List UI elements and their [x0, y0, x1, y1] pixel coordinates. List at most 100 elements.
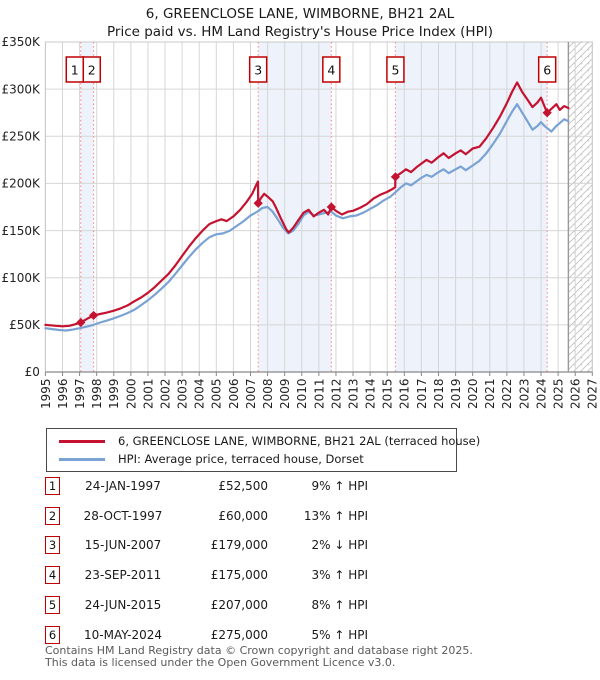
property-price-line: [44, 81, 570, 328]
sale-number-badge: 6: [45, 625, 60, 644]
sale-hpi-delta: 3% ↑ HPI: [311, 568, 368, 583]
svg-text:2012: 2012: [329, 379, 343, 410]
svg-text:2007: 2007: [244, 379, 258, 410]
svg-text:£100K: £100K: [1, 271, 41, 285]
sale-price: £175,000: [210, 568, 268, 583]
svg-text:3: 3: [254, 63, 262, 78]
svg-text:2: 2: [88, 63, 96, 78]
future-hatch-region: [568, 42, 593, 372]
svg-text:2027: 2027: [586, 379, 600, 410]
svg-text:1997: 1997: [73, 379, 87, 410]
svg-text:2013: 2013: [346, 379, 360, 410]
page-title: 6, GREENCLOSE LANE, WIMBORNE, BH21 2AL: [145, 6, 455, 22]
svg-text:1995: 1995: [39, 379, 53, 410]
sale-price: £207,000: [210, 598, 268, 613]
sale-price: £275,000: [210, 627, 268, 642]
svg-text:2024: 2024: [534, 379, 548, 410]
sale-date: 10-MAY-2024: [83, 627, 162, 642]
svg-text:2004: 2004: [193, 379, 207, 410]
sale-number-badge: 3: [45, 536, 60, 555]
sale-price: £179,000: [210, 538, 268, 553]
svg-text:2006: 2006: [227, 379, 241, 410]
sale-row: 6 10-MAY-2024 £275,000 5% ↑ HPI: [45, 620, 555, 650]
price-history-chart: 1 2 3 4 5 6 £0 £50K £100K £150K £200K £250K £300K £35…: [1, 35, 600, 410]
x-axis-labels: 1995 1996 1997 1998 1999 2000 2001 2002 2003 2004…: [39, 379, 600, 410]
svg-text:2016: 2016: [398, 379, 412, 410]
svg-text:2017: 2017: [415, 379, 429, 410]
svg-text:1998: 1998: [90, 379, 104, 410]
svg-text:2003: 2003: [176, 379, 190, 410]
sale-price: £60,000: [218, 508, 268, 523]
sale-date: 24-JAN-1997: [85, 478, 161, 493]
svg-text:£300K: £300K: [1, 82, 41, 96]
sale-date: 23-SEP-2011: [84, 568, 162, 583]
sale-row: 3 15-JUN-2007 £179,000 2% ↓ HPI: [45, 531, 555, 561]
page-subtitle: Price paid vs. HM Land Registry's House …: [107, 24, 493, 40]
sale-row: 5 24-JUN-2015 £207,000 8% ↑ HPI: [45, 590, 555, 620]
svg-text:£250K: £250K: [1, 129, 41, 143]
sale-row: 4 23-SEP-2011 £175,000 3% ↑ HPI: [45, 560, 555, 590]
svg-text:2010: 2010: [295, 379, 309, 410]
svg-text:£200K: £200K: [1, 177, 41, 191]
legend-row-hpi: HPI: Average price, terraced house, Dors…: [47, 450, 456, 468]
svg-text:£150K: £150K: [1, 224, 41, 238]
footer-copyright: Contains HM Land Registry data © Crown c…: [45, 644, 473, 657]
sale-hpi-delta: 8% ↑ HPI: [311, 598, 368, 613]
svg-text:2008: 2008: [261, 379, 275, 410]
sale-row: 2 28-OCT-1997 £60,000 13% ↑ HPI: [45, 501, 555, 531]
sale-number-badge: 4: [45, 566, 60, 585]
sale-hpi-delta: 9% ↑ HPI: [311, 478, 368, 493]
legend-label-hpi: HPI: Average price, terraced house, Dors…: [118, 452, 364, 466]
chart-legend: 6, GREENCLOSE LANE, WIMBORNE, BH21 2AL (…: [46, 428, 480, 472]
property-line-swatch: [59, 439, 105, 443]
svg-text:2021: 2021: [483, 379, 497, 410]
svg-text:2025: 2025: [552, 379, 566, 410]
sales-table: 1 24-JAN-1997 £52,500 9% ↑ HPI 2 28-OCT-1997 £…: [45, 471, 555, 650]
legend-row-property: 6, GREENCLOSE LANE, WIMBORNE, BH21 2AL (…: [47, 432, 480, 450]
sale-hpi-delta: 13% ↑ HPI: [303, 508, 368, 523]
svg-text:1996: 1996: [56, 379, 70, 410]
sale-price: £52,500: [218, 478, 268, 493]
svg-text:5: 5: [391, 63, 399, 78]
svg-text:2023: 2023: [517, 379, 531, 410]
x-axis-ticks: [44, 372, 593, 376]
svg-text:2001: 2001: [141, 379, 155, 410]
svg-text:2005: 2005: [210, 379, 224, 410]
svg-text:4: 4: [327, 63, 335, 78]
sale-number-badge: 2: [45, 506, 60, 525]
sale-row: 1 24-JAN-1997 £52,500 9% ↑ HPI: [45, 471, 555, 501]
svg-text:1: 1: [71, 63, 79, 78]
sale-number-badge: 1: [45, 476, 60, 495]
y-axis-labels: £0 £50K £100K £150K £200K £250K £300K £350K: [1, 35, 41, 379]
svg-text:1999: 1999: [107, 379, 121, 410]
sale-date: 28-OCT-1997: [83, 508, 163, 523]
svg-text:2019: 2019: [449, 379, 463, 410]
sale-number-badge: 5: [45, 596, 60, 615]
svg-text:2018: 2018: [432, 379, 446, 410]
sale-date: 15-JUN-2007: [84, 538, 162, 553]
svg-text:2002: 2002: [158, 379, 172, 410]
legend-label-property: 6, GREENCLOSE LANE, WIMBORNE, BH21 2AL (…: [118, 434, 481, 448]
svg-text:2014: 2014: [364, 379, 378, 410]
ownership-bands: [80, 42, 548, 372]
svg-text:2022: 2022: [500, 379, 514, 410]
sale-hpi-delta: 2% ↓ HPI: [311, 538, 368, 553]
svg-text:2020: 2020: [466, 379, 480, 410]
svg-text:2000: 2000: [124, 379, 138, 410]
footer: Contains HM Land Registry data © Crown c…: [45, 645, 473, 668]
svg-text:£50K: £50K: [9, 318, 41, 332]
sale-date: 24-JUN-2015: [84, 598, 162, 613]
svg-text:£0: £0: [25, 365, 40, 379]
svg-text:2009: 2009: [278, 379, 292, 410]
footer-licence: This data is licensed under the Open Gov…: [45, 655, 396, 669]
svg-text:£350K: £350K: [1, 35, 41, 49]
svg-text:2026: 2026: [569, 379, 583, 410]
svg-text:6: 6: [543, 63, 551, 78]
sale-hpi-delta: 5% ↑ HPI: [311, 627, 368, 642]
svg-text:2015: 2015: [381, 379, 395, 410]
svg-text:2011: 2011: [312, 379, 326, 410]
sale-markers: [76, 108, 552, 328]
hpi-line-swatch: [59, 457, 105, 461]
